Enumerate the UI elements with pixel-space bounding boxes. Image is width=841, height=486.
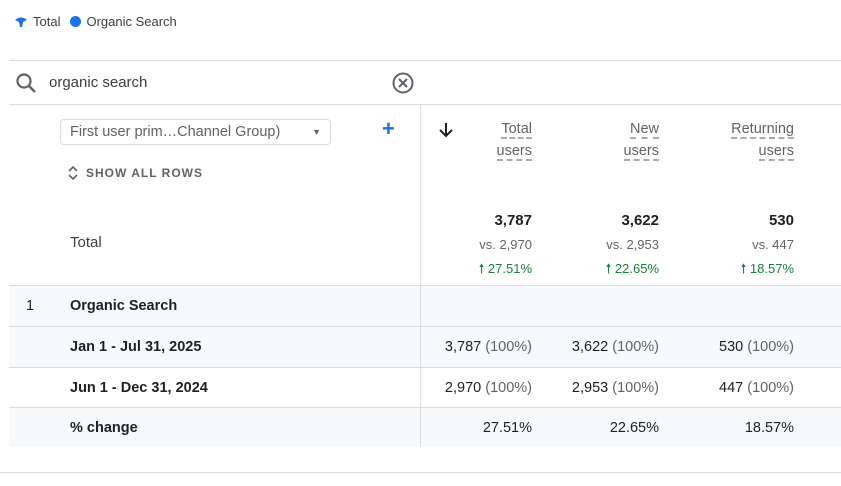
arrow-up-icon: 🠕 xyxy=(478,261,488,276)
table-row[interactable]: Jan 1 - Jul 31, 2025 3,787 (100%) 3,622 … xyxy=(9,326,841,367)
table-row[interactable]: 1 Organic Search xyxy=(9,285,841,326)
legend-item-total[interactable]: Total xyxy=(14,14,60,29)
dropdown-arrow-icon: ▼ xyxy=(312,127,321,137)
column-header-new-users[interactable]: New users xyxy=(623,121,659,161)
column-header-total-users[interactable]: Total users xyxy=(496,121,532,161)
legend-item-organic-search[interactable]: Organic Search xyxy=(70,14,177,29)
organic-dot-icon xyxy=(70,16,82,27)
divider xyxy=(9,104,841,105)
divider xyxy=(0,472,841,473)
show-all-rows-button[interactable]: SHOW ALL ROWS xyxy=(68,165,203,181)
total-change: 🠕 18.57% xyxy=(740,261,794,276)
total-vs: vs. 447 xyxy=(752,237,794,252)
total-change: 🠕 22.65% xyxy=(605,261,659,276)
arrow-up-icon: 🠕 xyxy=(605,261,615,276)
total-vs: vs. 2,970 xyxy=(479,237,532,252)
total-value: 530 xyxy=(768,212,794,229)
search-input[interactable]: organic search xyxy=(49,74,148,91)
arrow-up-icon: 🠕 xyxy=(740,261,750,276)
total-change: 🠕 27.51% xyxy=(478,261,532,276)
total-value: 3,622 xyxy=(621,212,659,229)
sort-descending-icon[interactable] xyxy=(438,121,454,139)
total-label: Total xyxy=(70,234,102,251)
total-marker-icon xyxy=(15,17,27,27)
column-divider xyxy=(420,104,421,447)
search-bar[interactable]: organic search xyxy=(9,61,841,104)
search-icon xyxy=(16,72,36,93)
legend: Total Organic Search xyxy=(14,14,187,29)
clear-search-icon[interactable] xyxy=(392,72,414,94)
expand-icon xyxy=(68,165,78,181)
table-row[interactable]: % change 27.51% 22.65% 18.57% xyxy=(9,407,841,447)
dimension-dropdown[interactable]: First user prim…Channel Group) ▼ xyxy=(60,119,331,145)
add-dimension-button[interactable]: + xyxy=(382,116,395,141)
total-vs: vs. 2,953 xyxy=(606,237,659,252)
column-header-returning-users[interactable]: Returning users xyxy=(731,121,794,161)
table-row[interactable]: Jun 1 - Dec 31, 2024 2,970 (100%) 2,953 … xyxy=(9,367,841,407)
total-value: 3,787 xyxy=(494,212,532,229)
divider xyxy=(9,60,841,61)
